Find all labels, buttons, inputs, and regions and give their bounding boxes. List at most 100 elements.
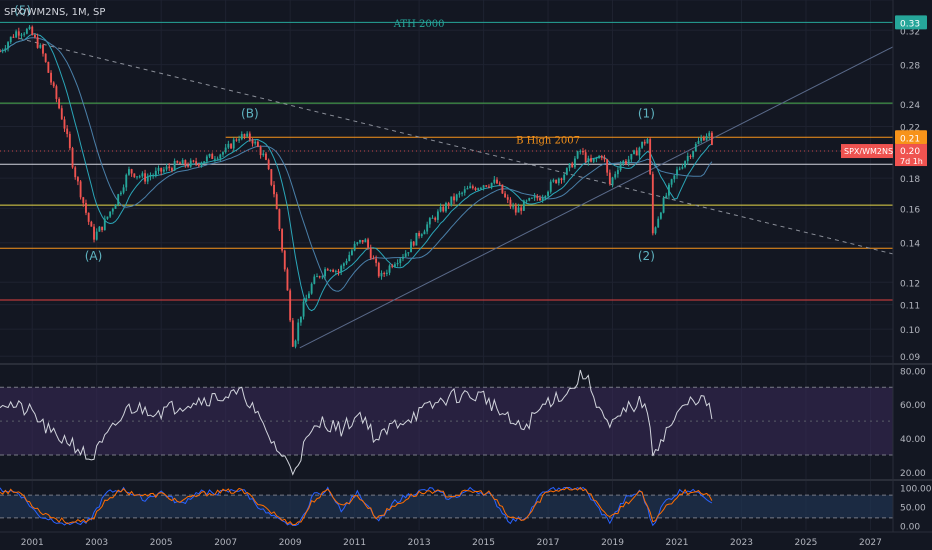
candle-body <box>138 176 141 178</box>
b-high-price-tag-bg <box>895 130 927 145</box>
stoch-k-line[interactable] <box>0 486 713 527</box>
stoch-d-line[interactable] <box>0 486 713 526</box>
candle-body <box>490 182 493 187</box>
candle-body <box>388 265 391 273</box>
horizontal-levels[interactable] <box>0 21 893 301</box>
candle-body <box>256 141 259 147</box>
candle-body <box>36 37 39 48</box>
candle-body <box>321 276 324 278</box>
candle-body <box>33 34 36 38</box>
candle-body <box>399 258 402 263</box>
candle-body <box>348 254 351 261</box>
time-tick-label: 2003 <box>85 538 108 548</box>
annotation-label[interactable]: (5) <box>14 4 31 18</box>
candle-body <box>313 276 316 284</box>
candle-body <box>678 168 681 170</box>
candle-body <box>522 200 525 211</box>
time-tick-label: 2017 <box>537 538 560 548</box>
candle-body <box>224 147 227 153</box>
rsi-pane[interactable]: 80.00 60.00 40.00 20.00 <box>0 367 926 479</box>
annotation-label[interactable]: (1) <box>638 106 655 120</box>
candle-body <box>541 197 544 201</box>
rsi-tick-label: 20.00 <box>900 469 926 479</box>
stoch-rsi-pane[interactable]: 100.00 50.00 0.00 <box>0 485 932 533</box>
candle-body <box>606 159 609 173</box>
candle-body <box>692 151 695 157</box>
candle-body <box>600 156 603 158</box>
annotation-label[interactable]: (B) <box>241 106 259 120</box>
short-moving-average <box>0 33 713 312</box>
candle-body <box>302 301 305 317</box>
candle-body <box>128 169 130 175</box>
candle-body <box>326 269 329 271</box>
candle-body <box>517 207 520 213</box>
candle-body <box>608 172 611 185</box>
candle-body <box>442 206 445 212</box>
candle-body <box>197 163 200 166</box>
candle-body <box>90 221 93 227</box>
candle-body <box>482 185 485 188</box>
time-axis[interactable]: 2001 2003 2005 2007 2009 2011 2013 2015 2017 2019… <box>0 531 932 548</box>
candle-body <box>686 155 689 162</box>
candle-body <box>431 217 434 219</box>
rsi-line[interactable] <box>0 369 713 476</box>
time-tick-label: 2009 <box>279 538 302 548</box>
candle-body <box>176 160 179 163</box>
trendlines[interactable] <box>19 37 894 349</box>
candle-body <box>270 169 273 185</box>
candle-body <box>533 196 536 198</box>
candle-body <box>587 158 590 162</box>
candle-body <box>192 160 195 162</box>
candle-body <box>119 192 122 195</box>
candle-body <box>305 298 308 302</box>
candle-body <box>477 188 480 191</box>
candle-body <box>493 179 496 183</box>
candle-body <box>342 263 345 266</box>
candle-body <box>122 187 125 193</box>
candle-body <box>539 198 541 201</box>
candle-body <box>337 270 340 273</box>
wave-annotations[interactable]: (5) (A) (B) (1) (2) ATH 2000 B High 2007 <box>14 4 655 263</box>
time-tick-label: 2021 <box>666 538 689 548</box>
candle-body <box>1 50 4 52</box>
candle-body <box>275 194 278 210</box>
candle-body <box>573 158 576 168</box>
candle-body <box>283 250 286 270</box>
candle-body <box>28 26 31 29</box>
candle-body <box>187 165 189 167</box>
ascending-trendline[interactable] <box>299 46 894 349</box>
candle-body <box>520 207 523 211</box>
candle-body <box>625 160 627 164</box>
candle-body <box>385 272 388 274</box>
candle-body <box>267 159 270 170</box>
candle-body <box>673 175 676 180</box>
candle-body <box>308 293 310 299</box>
candle-body <box>181 160 184 164</box>
candle-body <box>466 188 469 190</box>
price-tick-label: 0.09 <box>900 353 920 363</box>
candle-body <box>668 184 670 196</box>
symbol-title[interactable]: SPX/WM2NS, 1M, SP <box>4 7 105 18</box>
stoch-tick-label: 0.00 <box>900 522 920 532</box>
annotation-label[interactable]: (2) <box>638 249 655 263</box>
annotation-label[interactable]: (A) <box>85 249 103 263</box>
descending-dashed-trendline[interactable] <box>19 37 894 255</box>
candle-body <box>189 160 192 167</box>
candle-body <box>705 136 708 141</box>
candle-body <box>598 156 601 159</box>
candle-body <box>103 218 106 231</box>
candle-body <box>297 322 300 341</box>
candle-body <box>603 157 606 160</box>
candle-body <box>614 174 617 178</box>
candle-body <box>281 229 284 251</box>
candle-body <box>63 119 66 129</box>
annotation-label[interactable]: ATH 2000 <box>393 19 445 30</box>
candle-body <box>563 174 566 181</box>
annotation-label[interactable]: B High 2007 <box>516 135 580 146</box>
candle-body <box>458 193 461 195</box>
candle-body <box>136 176 138 178</box>
candle-body <box>469 186 472 189</box>
candle-body <box>329 269 332 271</box>
price-tick-label: 0.32 <box>900 27 920 37</box>
